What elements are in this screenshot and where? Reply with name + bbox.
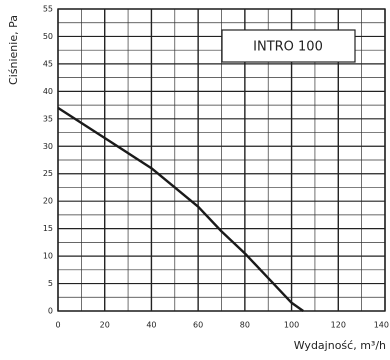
x-tick-label: 120 [331,321,346,330]
y-tick-label: 15 [43,224,53,233]
y-tick-label: 40 [43,87,53,96]
y-tick-label: 5 [48,279,53,288]
y-tick-label: 35 [43,114,53,123]
y-tick-label: 20 [43,197,53,206]
y-tick-label: 0 [48,307,53,316]
x-tick-label: 80 [240,321,250,330]
annotation-box [221,29,356,63]
y-tick-label: 55 [43,5,53,14]
y-tick-label: 25 [43,169,53,178]
x-tick-label: 0 [55,321,60,330]
y-tick-label: 30 [43,142,53,151]
plot-frame [57,8,386,312]
annotation: INTRO 100 [253,40,323,55]
x-tick-label: 40 [146,321,156,330]
x-tick-label: 100 [284,321,299,330]
x-axis-title: Wydajność, m³/h [294,339,386,352]
x-tick-label: 140 [374,321,389,330]
x-tick-label: 60 [193,321,203,330]
y-tick-label: 45 [43,59,53,68]
x-tick-label: 20 [100,321,110,330]
y-tick-label: 50 [43,32,53,41]
y-tick-label: 10 [43,252,53,261]
curve [57,106,304,312]
y-axis-title: Ciśnienie, Pa [7,15,20,85]
